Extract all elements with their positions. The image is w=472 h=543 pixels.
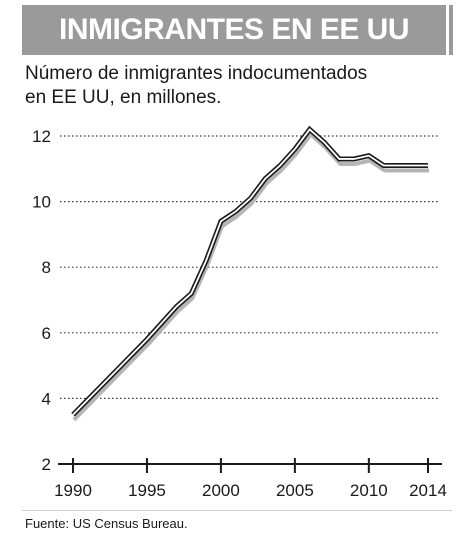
- source-divider: [22, 510, 452, 511]
- title-banner-accent: [449, 5, 453, 55]
- chart-subtitle: Número de inmigrantes indocumentados en …: [25, 62, 445, 110]
- source-note: Fuente: US Census Bureau.: [25, 516, 188, 531]
- y-tick-label-10: 10: [32, 193, 51, 212]
- y-tick-label-12: 12: [32, 127, 51, 146]
- y-tick-label-8: 8: [42, 258, 51, 277]
- series-0-line: [71, 125, 428, 417]
- x-tick-label-2005: 2005: [276, 481, 314, 500]
- x-tick-label-1995: 1995: [128, 481, 166, 500]
- subtitle-line-1: Número de inmigrantes indocumentados: [25, 63, 368, 84]
- series-0-line-inner: [72, 128, 428, 416]
- x-tick-label-1990: 1990: [54, 481, 92, 500]
- y-tick-label-2: 2: [42, 455, 51, 474]
- subtitle-line-2: en EE UU, en millones.: [25, 87, 222, 108]
- series-0-shadow: [72, 132, 429, 422]
- x-tick-label-2010: 2010: [350, 481, 388, 500]
- x-tick-label-2000: 2000: [202, 481, 240, 500]
- y-tick-label-4: 4: [42, 389, 51, 408]
- title-banner: INMIGRANTES EN EE UU: [22, 5, 446, 55]
- x-tick-label-2014: 2014: [409, 481, 447, 500]
- y-tick-label-6: 6: [42, 324, 51, 343]
- page-title: INMIGRANTES EN EE UU: [58, 13, 410, 46]
